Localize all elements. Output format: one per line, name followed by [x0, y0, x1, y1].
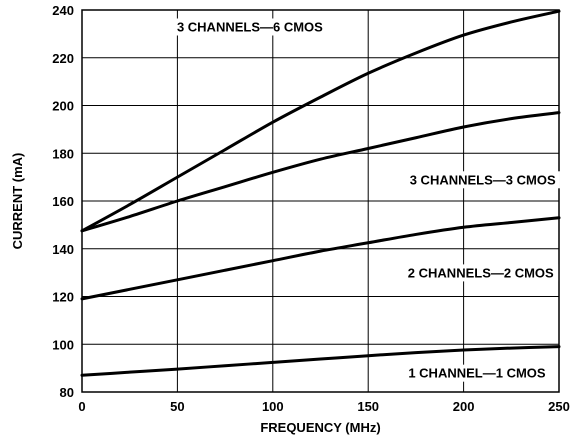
y-tick-label: 160 — [52, 194, 74, 209]
x-tick-label: 100 — [262, 399, 284, 414]
y-tick-label: 140 — [52, 242, 74, 257]
x-tick-label: 50 — [170, 399, 184, 414]
x-tick-labels: 0 50 100 150 200 250 — [78, 399, 569, 414]
plot-area-frame — [81, 9, 560, 393]
x-tick-label: 250 — [548, 399, 570, 414]
series-line — [80, 345, 561, 377]
x-tick-label: 200 — [453, 399, 475, 414]
y-tick-label: 120 — [52, 290, 74, 305]
y-tick-label: 240 — [52, 3, 74, 18]
y-tick-label: 80 — [60, 385, 74, 400]
series-lines — [80, 9, 561, 377]
x-tick-label: 150 — [357, 399, 379, 414]
grid-lines — [81, 9, 560, 393]
y-tick-label: 200 — [52, 99, 74, 114]
series-label: 1 CHANNEL—1 CMOS — [408, 366, 546, 381]
series-line — [80, 216, 561, 301]
y-tick-label: 100 — [52, 337, 74, 352]
series-label-background — [172, 18, 328, 36]
series-label: 3 CHANNELS—3 CMOS — [410, 172, 556, 187]
series-label-background — [405, 171, 560, 189]
series-labels: 3 CHANNELS—6 CMOS 3 CHANNELS—3 CMOS 2 CHAN… — [172, 18, 560, 382]
x-tick-label: 0 — [78, 399, 85, 414]
series-label: 2 CHANNELS—2 CMOS — [408, 265, 554, 280]
x-axis-title: FREQUENCY (MHz) — [260, 420, 380, 435]
y-tick-labels: 80 100 120 140 160 180 200 220 240 — [52, 3, 74, 400]
y-axis-title: CURRENT (mA) — [10, 153, 25, 250]
series-line — [80, 111, 561, 233]
y-tick-label: 220 — [52, 51, 74, 66]
series-label: 3 CHANNELS—6 CMOS — [177, 19, 323, 34]
series-label-background — [404, 364, 550, 382]
series-label-background — [403, 264, 559, 282]
series-line — [80, 9, 561, 233]
y-tick-label: 180 — [52, 146, 74, 161]
